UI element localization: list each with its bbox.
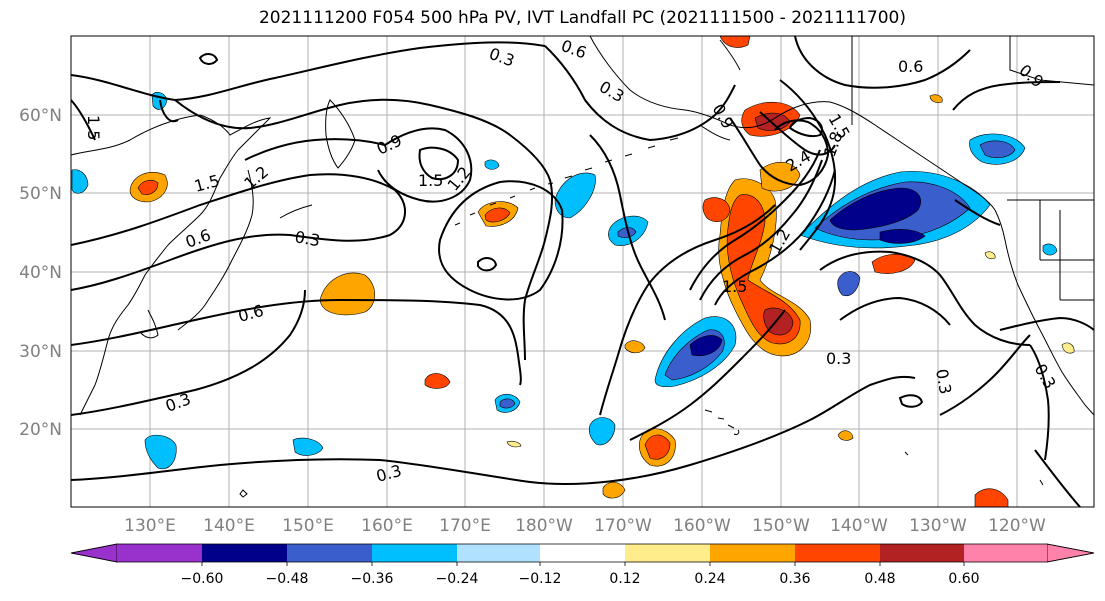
map-border: [70, 35, 1095, 508]
lon-label: 140°W: [830, 516, 888, 536]
colorbar-tick-label: 0.60: [948, 571, 979, 587]
colorbar-segment: [372, 544, 457, 562]
lon-label: 170°W: [594, 516, 652, 536]
colorbar-extend-low: [70, 543, 118, 563]
lat-label: 50°N: [19, 184, 62, 204]
contour-label: 0.3: [293, 227, 321, 250]
ivt-anomaly-fills: [71, 36, 1075, 507]
longitude-labels: 130°E 140°E 150°E 160°E 170°E 180°W 170°…: [124, 516, 1046, 536]
colorbar-tick-label: 0.12: [609, 571, 640, 587]
colorbar-tick-label: −0.24: [436, 571, 479, 587]
colorbar-segment: [710, 544, 795, 562]
colorbar-segment: [287, 544, 372, 562]
lon-label: 150°W: [752, 516, 810, 536]
colorbar-tick-label: 0.36: [779, 571, 810, 587]
lat-label: 30°N: [19, 342, 62, 362]
lat-label: 60°N: [19, 106, 62, 126]
colorbar-tick-label: −0.60: [181, 571, 224, 587]
lon-label: 180°W: [515, 516, 573, 536]
colorbar: −0.60 −0.48 −0.36 −0.24 −0.12 0.12 0.24 …: [70, 543, 1095, 587]
lat-label: 20°N: [19, 420, 62, 440]
lat-label: 40°N: [19, 263, 62, 283]
colorbar-extend-high: [1046, 543, 1095, 563]
lon-label: 170°E: [439, 516, 491, 536]
lon-label: 120°W: [988, 516, 1046, 536]
colorbar-segment: [625, 544, 710, 562]
colorbar-tick-label: −0.48: [266, 571, 309, 587]
colorbar-tick-label: 0.24: [694, 571, 725, 587]
pv-contours: [71, 36, 1094, 507]
colorbar-segment: [457, 544, 540, 562]
contour-label: 0.3: [932, 367, 955, 395]
colorbar-segment: [202, 544, 287, 562]
colorbar-segment: [795, 544, 880, 562]
colorbar-tick-label: −0.36: [351, 571, 394, 587]
colorbar-segment: [964, 544, 1047, 562]
lon-label: 160°W: [673, 516, 731, 536]
coastlines: [71, 36, 1094, 498]
contour-label: 0.3: [826, 349, 851, 368]
contour-label: 0.6: [898, 57, 923, 76]
contour-label: 1.5: [84, 115, 103, 140]
lon-label: 160°E: [361, 516, 413, 536]
lon-label: 150°E: [282, 516, 334, 536]
colorbar-segment: [117, 544, 202, 562]
colorbar-segment: [880, 544, 964, 562]
colorbar-tick-label: 0.48: [864, 571, 895, 587]
lon-label: 130°W: [909, 516, 967, 536]
colorbar-tick-label: −0.12: [519, 571, 562, 587]
lon-label: 140°E: [203, 516, 255, 536]
colorbar-segment: [540, 544, 625, 562]
lon-label: 130°E: [124, 516, 176, 536]
contour-label: 1.5: [418, 171, 443, 190]
latitude-labels: 60°N 50°N 40°N 30°N 20°N: [19, 106, 62, 440]
contour-label: 1.5: [722, 277, 747, 296]
map-title: 2021111200 F054 500 hPa PV, IVT Landfall…: [258, 8, 906, 28]
